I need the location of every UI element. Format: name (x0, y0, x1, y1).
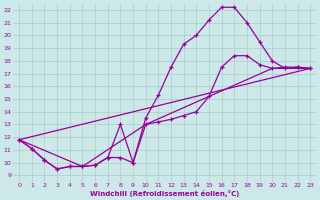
X-axis label: Windchill (Refroidissement éolien,°C): Windchill (Refroidissement éolien,°C) (90, 190, 239, 197)
